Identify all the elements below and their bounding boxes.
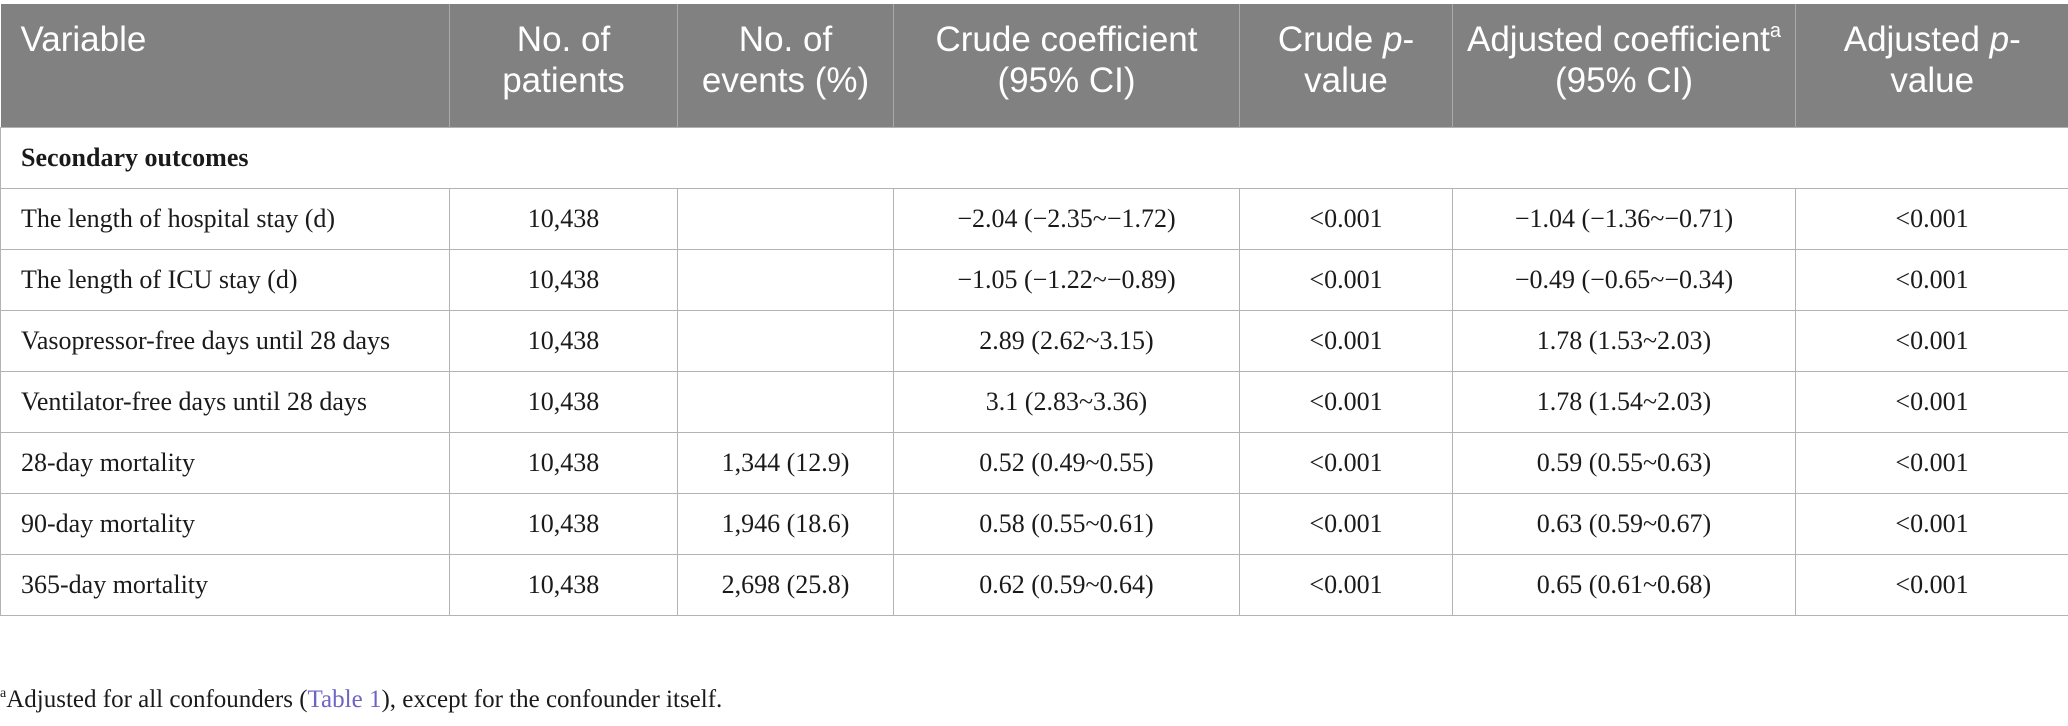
cell-patients: 10,438 bbox=[449, 431, 678, 494]
cell-crude-coefficient: 0.58 (0.55~0.61) bbox=[893, 492, 1240, 555]
header-crude-p-prefix: Crude bbox=[1277, 20, 1383, 59]
cell-events bbox=[677, 248, 894, 311]
cell-crude-p-value: <0.001 bbox=[1239, 309, 1453, 372]
header-row: Variable No. of patients No. of events (… bbox=[0, 4, 2068, 127]
header-adj-p-prefix: Adjusted bbox=[1843, 20, 1990, 59]
cell-crude-coefficient: 2.89 (2.62~3.15) bbox=[893, 309, 1240, 372]
cell-crude-coefficient: −2.04 (−2.35~−1.72) bbox=[893, 187, 1240, 250]
cell-adjusted-coefficient: −0.49 (−0.65~−0.34) bbox=[1452, 248, 1796, 311]
cell-events bbox=[677, 370, 894, 433]
cell-adjusted-p-value: <0.001 bbox=[1795, 370, 2068, 433]
footnote-text-after: ), except for the confounder itself. bbox=[381, 686, 723, 713]
header-adj-coef-prefix: Adjusted coefficient bbox=[1467, 20, 1770, 59]
table-row: Ventilator-free days until 28 days 10,43… bbox=[0, 370, 2068, 433]
cell-adjusted-coefficient: 0.63 (0.59~0.67) bbox=[1452, 492, 1796, 555]
cell-variable: Vasopressor-free days until 28 days bbox=[0, 309, 450, 372]
table-row: 365-day mortality 10,438 2,698 (25.8) 0.… bbox=[0, 553, 2068, 616]
header-adjusted-coefficient: Adjusted coefficienta (95% CI) bbox=[1452, 4, 1796, 127]
table-row: The length of hospital stay (d) 10,438 −… bbox=[0, 187, 2068, 250]
cell-adjusted-coefficient: 1.78 (1.53~2.03) bbox=[1452, 309, 1796, 372]
cell-patients: 10,438 bbox=[449, 187, 678, 250]
cell-patients: 10,438 bbox=[449, 553, 678, 616]
table-row: 90-day mortality 10,438 1,946 (18.6) 0.5… bbox=[0, 492, 2068, 555]
results-table-container: Variable No. of patients No. of events (… bbox=[0, 4, 2068, 616]
header-crude-p-suffix: -value bbox=[1304, 20, 1415, 100]
cell-adjusted-p-value: <0.001 bbox=[1795, 248, 2068, 311]
cell-variable: The length of hospital stay (d) bbox=[0, 187, 450, 250]
table-row: The length of ICU stay (d) 10,438 −1.05 … bbox=[0, 248, 2068, 311]
cell-adjusted-p-value: <0.001 bbox=[1795, 309, 2068, 372]
cell-adjusted-p-value: <0.001 bbox=[1795, 553, 2068, 616]
header-events: No. of events (%) bbox=[677, 4, 894, 127]
header-crude-p-italic: p bbox=[1382, 20, 1403, 59]
cell-crude-coefficient: −1.05 (−1.22~−0.89) bbox=[893, 248, 1240, 311]
cell-crude-p-value: <0.001 bbox=[1239, 248, 1453, 311]
cell-adjusted-p-value: <0.001 bbox=[1795, 431, 2068, 494]
table-body: Secondary outcomes The length of hospita… bbox=[0, 126, 2068, 616]
cell-patients: 10,438 bbox=[449, 309, 678, 372]
header-patients: No. of patients bbox=[449, 4, 678, 127]
cell-adjusted-coefficient: 0.65 (0.61~0.68) bbox=[1452, 553, 1796, 616]
cell-patients: 10,438 bbox=[449, 370, 678, 433]
cell-patients: 10,438 bbox=[449, 492, 678, 555]
header-adj-coef-sup: a bbox=[1769, 20, 1782, 42]
cell-adjusted-p-value: <0.001 bbox=[1795, 492, 2068, 555]
cell-crude-coefficient: 0.62 (0.59~0.64) bbox=[893, 553, 1240, 616]
cell-events bbox=[677, 309, 894, 372]
cell-variable: Ventilator-free days until 28 days bbox=[0, 370, 450, 433]
cell-variable: 90-day mortality bbox=[0, 492, 450, 555]
table-row: Vasopressor-free days until 28 days 10,4… bbox=[0, 309, 2068, 372]
cell-crude-coefficient: 3.1 (2.83~3.36) bbox=[893, 370, 1240, 433]
footnote-text-before: Adjusted for all confounders ( bbox=[6, 686, 308, 713]
cell-adjusted-p-value: <0.001 bbox=[1795, 187, 2068, 250]
cell-crude-p-value: <0.001 bbox=[1239, 187, 1453, 250]
header-adj-coef-suffix: (95% CI) bbox=[1554, 61, 1694, 100]
header-adjusted-p-value: Adjusted p-value bbox=[1795, 4, 2068, 127]
table-header: Variable No. of patients No. of events (… bbox=[0, 4, 2068, 127]
section-label: Secondary outcomes bbox=[0, 126, 2068, 189]
header-adj-p-suffix: -value bbox=[1890, 20, 2021, 100]
cell-crude-p-value: <0.001 bbox=[1239, 370, 1453, 433]
cell-events: 1,946 (18.6) bbox=[677, 492, 894, 555]
section-row: Secondary outcomes bbox=[0, 126, 2068, 189]
cell-crude-p-value: <0.001 bbox=[1239, 492, 1453, 555]
table-row: 28-day mortality 10,438 1,344 (12.9) 0.5… bbox=[0, 431, 2068, 494]
footnote-marker: a bbox=[0, 686, 7, 701]
header-adj-p-italic: p bbox=[1989, 20, 2010, 59]
results-table: Variable No. of patients No. of events (… bbox=[0, 4, 2068, 616]
cell-variable: 365-day mortality bbox=[0, 553, 450, 616]
cell-adjusted-coefficient: −1.04 (−1.36~−0.71) bbox=[1452, 187, 1796, 250]
cell-crude-coefficient: 0.52 (0.49~0.55) bbox=[893, 431, 1240, 494]
table-footnote: aAdjusted for all confounders (Table 1),… bbox=[0, 686, 722, 714]
cell-crude-p-value: <0.001 bbox=[1239, 431, 1453, 494]
cell-patients: 10,438 bbox=[449, 248, 678, 311]
header-crude-coefficient: Crude coefficient (95% CI) bbox=[893, 4, 1240, 127]
cell-adjusted-coefficient: 1.78 (1.54~2.03) bbox=[1452, 370, 1796, 433]
cell-events bbox=[677, 187, 894, 250]
header-variable: Variable bbox=[0, 4, 450, 127]
table-1-link[interactable]: Table 1 bbox=[307, 686, 382, 713]
cell-crude-p-value: <0.001 bbox=[1239, 553, 1453, 616]
cell-variable: 28-day mortality bbox=[0, 431, 450, 494]
cell-variable: The length of ICU stay (d) bbox=[0, 248, 450, 311]
cell-events: 2,698 (25.8) bbox=[677, 553, 894, 616]
header-crude-p-value: Crude p-value bbox=[1239, 4, 1453, 127]
cell-events: 1,344 (12.9) bbox=[677, 431, 894, 494]
cell-adjusted-coefficient: 0.59 (0.55~0.63) bbox=[1452, 431, 1796, 494]
